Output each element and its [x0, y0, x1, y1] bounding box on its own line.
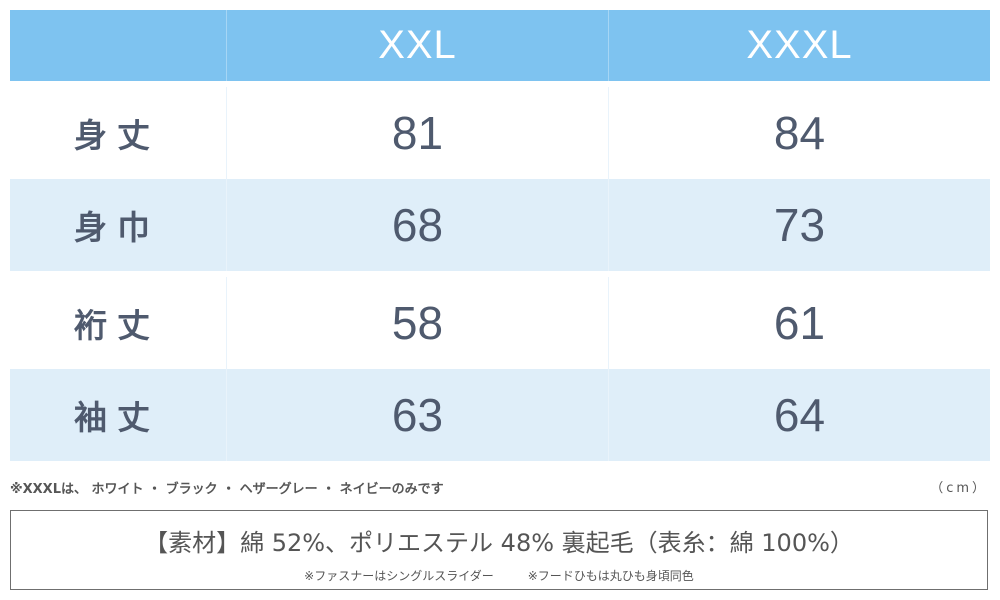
value-xxl: 58 — [391, 297, 444, 349]
table-row: 身巾 68 73 — [10, 179, 990, 271]
value-cell: 81 — [226, 87, 608, 179]
value-cell: 84 — [608, 87, 990, 179]
value-xxl: 63 — [391, 389, 444, 441]
value-xxxl: 84 — [773, 107, 826, 159]
table-row: 身丈 81 84 — [10, 87, 990, 179]
table-header-row: XXL XXXL — [10, 10, 990, 81]
material-footnotes: ※ファスナーはシングルスライダー ※フードひもは丸ひも身頃同色 — [11, 567, 987, 584]
row-label: 身丈 — [74, 116, 160, 155]
table-spacer — [10, 271, 990, 277]
header-cell-blank — [10, 10, 226, 81]
material-box: 【素材】綿 52%、ポリエステル 48% 裏起毛（表糸：綿 100%） ※ファス… — [10, 510, 988, 590]
value-cell: 61 — [608, 277, 990, 369]
value-cell: 68 — [226, 179, 608, 271]
value-cell: 63 — [226, 369, 608, 461]
unit-note: （cm） — [930, 481, 988, 496]
row-label: 袖丈 — [74, 398, 160, 437]
value-cell: 64 — [608, 369, 990, 461]
fastener-note: ※ファスナーはシングルスライダー — [304, 569, 494, 583]
table-row: 袖丈 63 64 — [10, 369, 990, 461]
row-label-cell: 袖丈 — [10, 369, 226, 461]
value-xxl: 68 — [391, 199, 444, 251]
row-label-cell: 身巾 — [10, 179, 226, 271]
material-text: 【素材】綿 52%、ポリエステル 48% 裏起毛（表糸：綿 100%） — [144, 529, 854, 557]
table-row: 裄丈 58 61 — [10, 277, 990, 369]
value-cell: 58 — [226, 277, 608, 369]
header-cell-xxxl: XXXL — [608, 10, 990, 81]
cord-note: ※フードひもは丸ひも身頃同色 — [527, 569, 694, 583]
row-label: 身巾 — [74, 208, 160, 247]
size-table: XXL XXXL 身丈 81 84 身巾 68 73 裄丈 58 — [10, 10, 990, 461]
value-xxl: 81 — [391, 107, 444, 159]
value-xxxl: 73 — [773, 199, 826, 251]
row-label-cell: 裄丈 — [10, 277, 226, 369]
table-spacer — [10, 81, 990, 87]
availability-note: ※XXXLは、 ホワイト ・ ブラック ・ ヘザーグレー ・ ネイビーのみです — [10, 482, 444, 497]
value-xxxl: 64 — [773, 389, 826, 441]
value-xxxl: 61 — [773, 297, 826, 349]
header-cell-xxl: XXL — [226, 10, 608, 81]
row-label-cell: 身丈 — [10, 87, 226, 179]
value-cell: 73 — [608, 179, 990, 271]
row-label: 裄丈 — [74, 306, 160, 345]
